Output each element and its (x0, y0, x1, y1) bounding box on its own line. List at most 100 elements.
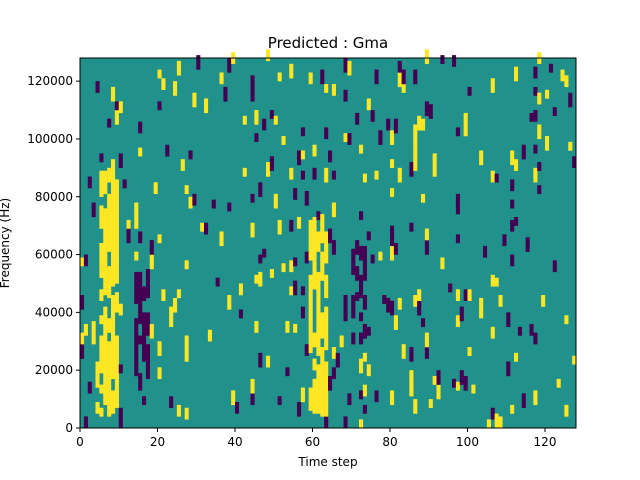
heatmap-cell (176, 289, 181, 299)
heatmap-cell (114, 202, 119, 215)
heatmap-cell (122, 179, 127, 189)
heatmap-cell (545, 89, 550, 99)
heatmap-cell (99, 407, 104, 417)
heatmap-cell (103, 219, 108, 235)
heatmap-cell (382, 295, 387, 304)
heatmap-cell (428, 104, 433, 119)
heatmap-cell (250, 89, 255, 102)
heatmap-cell (440, 55, 445, 64)
heatmap-cell (111, 86, 116, 102)
heatmap-cell (111, 401, 116, 414)
heatmap-cell (114, 260, 119, 273)
heatmap-cell (514, 66, 519, 82)
heatmap-cell (250, 393, 255, 406)
heatmap-cell (308, 396, 313, 411)
heatmap-cell (324, 361, 329, 371)
heatmap-cell (564, 75, 569, 88)
heatmap-cell (145, 280, 150, 290)
heatmap-cell (99, 358, 104, 374)
heatmap-cell (173, 297, 178, 313)
heatmap-cell (490, 407, 495, 420)
heatmap-cell (378, 130, 383, 145)
heatmap-cell (184, 335, 189, 348)
heatmap-cell (118, 364, 123, 374)
heatmap-cell (537, 92, 542, 105)
heatmap-cell (111, 326, 116, 342)
heatmap-cell (138, 300, 143, 313)
heatmap-cell (211, 199, 216, 209)
heatmap-cell (370, 254, 375, 264)
heatmap-cell (262, 248, 267, 258)
heatmap-cell (320, 214, 325, 229)
heatmap-cell (335, 352, 340, 368)
heatmap-cell (231, 390, 236, 406)
heatmap-cell (289, 286, 294, 296)
heatmap-cell (362, 384, 367, 397)
heatmap-cell (161, 78, 166, 90)
heatmap-cell (455, 381, 460, 391)
heatmap-cell (432, 375, 437, 385)
heatmap-cell (374, 170, 379, 180)
heatmap-cell (533, 110, 538, 122)
heatmap-cell (413, 147, 418, 160)
heatmap-cell (494, 173, 499, 183)
heatmap-cell (320, 390, 325, 403)
heatmap-cell (359, 390, 364, 400)
heatmap-cell (359, 144, 364, 154)
heatmap-cell (552, 260, 557, 273)
heatmap-cell (114, 303, 119, 313)
heatmap-cell (200, 222, 205, 232)
heatmap-cell (300, 127, 305, 137)
heatmap-cell (320, 312, 325, 328)
heatmap-cell (308, 289, 313, 299)
heatmap-cell (417, 115, 422, 131)
heatmap-cell (324, 286, 329, 299)
heatmap-cell (111, 306, 116, 319)
heatmap-cell (281, 263, 286, 273)
heatmap-cell (510, 254, 515, 267)
heatmap-cell (138, 381, 143, 391)
heatmap-cell (537, 162, 542, 171)
heatmap-cell (312, 378, 317, 391)
heatmap-cell (401, 344, 406, 359)
heatmap-cell (572, 355, 577, 365)
heatmap-cell (331, 347, 336, 359)
heatmap-cell (320, 326, 325, 339)
heatmap-cell (413, 69, 418, 85)
heatmap-cell (188, 150, 193, 160)
heatmap-cell (134, 289, 139, 304)
heatmap-cell (277, 219, 282, 235)
heatmap-cell (134, 364, 139, 377)
heatmap-cell (316, 347, 321, 356)
heatmap-cell (308, 297, 313, 307)
heatmap-cell (440, 257, 445, 270)
heatmap-cell (227, 58, 232, 73)
heatmap-cell (204, 98, 209, 114)
heatmap-cell (510, 219, 515, 232)
x-axis-label: Time step (297, 455, 357, 469)
heatmap-cell (424, 101, 429, 117)
heatmap-cell (142, 349, 147, 362)
heatmap-cell (99, 384, 104, 394)
heatmap-cell (145, 312, 150, 325)
heatmap-cell (479, 150, 484, 166)
heatmap-cell (157, 69, 162, 79)
heatmap-cell (316, 231, 321, 241)
heatmap-cell (552, 107, 557, 117)
heatmap-cell (366, 231, 371, 241)
heatmap-cell (80, 344, 85, 359)
heatmap-cell (142, 396, 147, 406)
heatmap-cell (250, 222, 255, 238)
heatmap-cell (351, 295, 356, 304)
heatmap-cell (107, 375, 112, 391)
heatmap-cell (223, 86, 228, 102)
heatmap-cell (111, 370, 116, 380)
heatmap-cell (111, 254, 116, 264)
heatmap-cell (521, 144, 526, 160)
heatmap-cell (107, 231, 112, 244)
heatmap-cell (463, 112, 468, 125)
heatmap-cell (138, 147, 143, 157)
heatmap-cell (114, 179, 119, 192)
heatmap-cell (312, 257, 317, 273)
heatmap-cell (351, 303, 356, 319)
